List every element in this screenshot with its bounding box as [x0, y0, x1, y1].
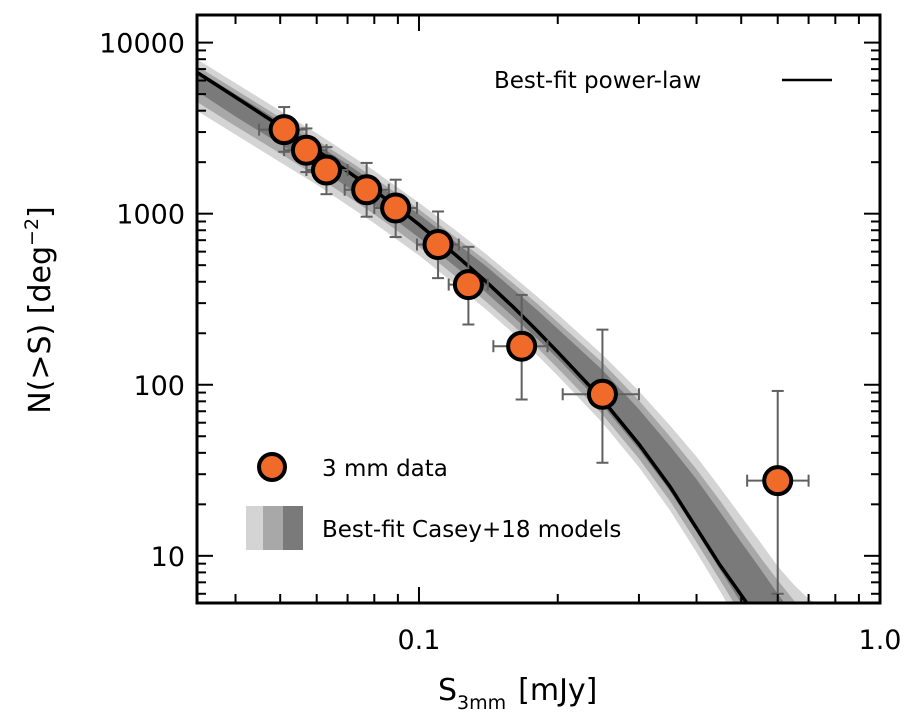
data-point-2: [310, 154, 342, 186]
legend-marker-3mm-data: [257, 452, 287, 482]
legend-label-power-law: Best-fit power-law: [494, 68, 701, 94]
x-axis-label-main: S: [438, 673, 457, 708]
data-point-8: [586, 378, 618, 410]
y-axis-label: N(>S) [deg−2]: [21, 206, 58, 414]
plot-frame: [195, 13, 882, 605]
x-tick-label: 1.0: [859, 625, 902, 656]
data-point-9: [762, 465, 794, 497]
x-axis-label-unit: [mJy]: [518, 673, 597, 708]
y-axis-ticks: 10 100 1000 10000: [99, 29, 880, 595]
data-point-0: [268, 114, 300, 146]
legend-label-3mm-data: 3 mm data: [322, 456, 448, 482]
y-axis-label-close: ]: [23, 206, 58, 218]
legend-top-right: Best-fit power-law: [494, 68, 832, 94]
y-tick-label: 1000: [116, 200, 185, 231]
x-tick-label: 0.1: [397, 625, 440, 656]
band-mid: [197, 66, 797, 603]
casey-models-band: [197, 59, 816, 603]
data-points: [268, 114, 794, 497]
x-axis-ticks: 0.1 1.0: [234, 15, 902, 656]
y-tick-label: 10: [151, 542, 185, 573]
x-axis-label: S3mm [mJy]: [438, 673, 597, 714]
y-tick-label: 100: [133, 371, 185, 402]
data-point-6: [452, 269, 484, 301]
legend-swatch-casey-band: [246, 506, 303, 550]
power-law-line: [197, 70, 749, 603]
band-inner: [197, 70, 785, 603]
y-axis-label-superscript: −2: [21, 218, 43, 246]
y-tick-label: 10000: [99, 29, 185, 60]
legend-bottom-left: 3 mm data Best-fit Casey+18 models: [246, 452, 621, 550]
y-axis-label-main: N(>S) [deg: [23, 246, 58, 414]
legend-label-casey-models: Best-fit Casey+18 models: [322, 517, 621, 543]
data-point-5: [422, 229, 454, 261]
data-point-4: [380, 192, 412, 224]
x-axis-label-subscript: 3mm: [457, 692, 506, 714]
data-point-1: [290, 134, 322, 166]
data-point-3: [351, 174, 383, 206]
power-law-fit: [197, 70, 749, 603]
data-point-7: [506, 330, 538, 362]
